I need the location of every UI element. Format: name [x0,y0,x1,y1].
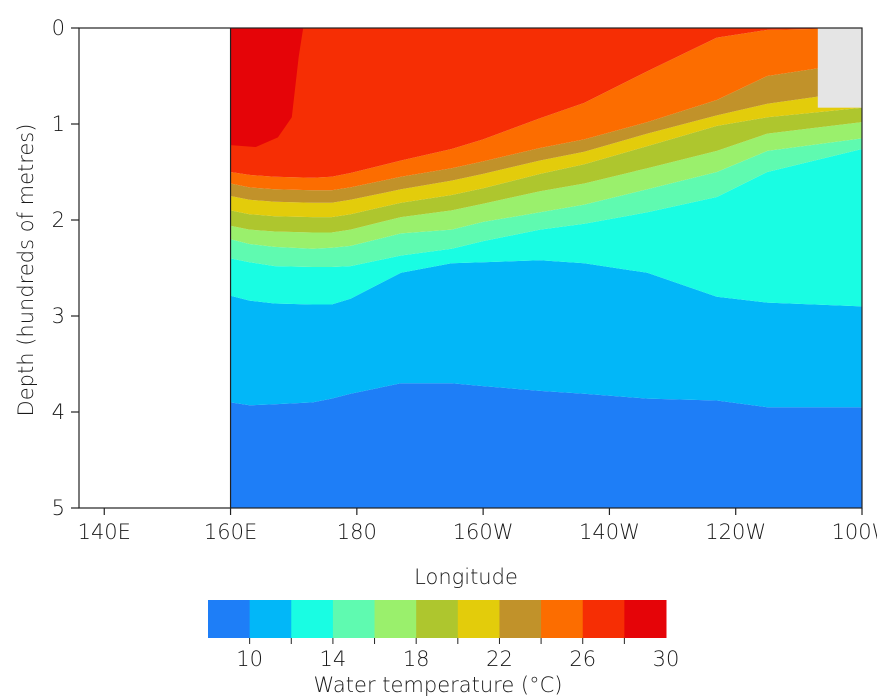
colorbar-tick-label: 22 [486,647,513,671]
band-24-26 [230,28,862,191]
colorbar-tick-label: 18 [403,647,430,671]
colorbar-swatch [249,600,292,638]
x-tick-label: 160E [204,520,257,544]
y-tick-label: 3 [52,304,65,328]
land-region [79,28,231,508]
x-axis-title: Longitude [414,565,518,589]
plot-frame [78,27,863,509]
plot-area [79,28,862,508]
x-tick-label: 100W [832,520,877,544]
band-12-14 [230,149,862,307]
y-tick-label: 4 [52,400,65,424]
colorbar-swatch [332,600,376,638]
band-8-10 [230,383,862,508]
colorbar-swatch [416,600,459,638]
band-22-24 [230,61,862,203]
band-14-16 [230,138,862,267]
colorbar-tick-label: 30 [653,647,680,671]
band-16-18 [230,122,862,249]
x-tick-label: 120W [705,520,766,544]
y-tick-label: 5 [52,496,65,520]
band-26-28 [230,28,862,178]
x-tick-label: 140W [579,520,640,544]
axes: 140E 160E 180 160W 140W 120W 100W 0 1 2 3 4 5 [52,16,877,544]
colorbar-swatch [457,600,500,638]
y-tick-label: 0 [52,16,65,40]
y-tick-label: 2 [52,208,65,232]
y-axis-title: Depth (hundreds of metres) [14,124,38,417]
colorbar: 10 14 18 22 26 30 [208,600,679,671]
colorbar-swatch [208,600,251,638]
x-tick-label: 160W [453,520,514,544]
colorbar-swatch [582,600,625,638]
x-tick-label: 180 [337,520,377,544]
colorbar-title: Water temperature (°C) [314,673,563,697]
colorbar-swatch [291,600,334,638]
colorbar-tick-label: 26 [569,647,596,671]
colorbar-swatch [541,600,584,638]
band-18-20 [230,107,862,233]
colorbar-swatch [499,600,542,638]
colorbar-tick-label: 10 [236,647,263,671]
y-tick-label: 1 [52,112,65,136]
band-10-12 [230,260,862,408]
x-tick-label: 140E [78,520,131,544]
colorbar-swatch [624,600,667,638]
colorbar-swatch [374,600,417,638]
band-28-30 [230,28,304,147]
colorbar-tick-label: 14 [320,647,347,671]
band-20-22 [230,90,862,218]
missing-data-region [817,28,862,108]
